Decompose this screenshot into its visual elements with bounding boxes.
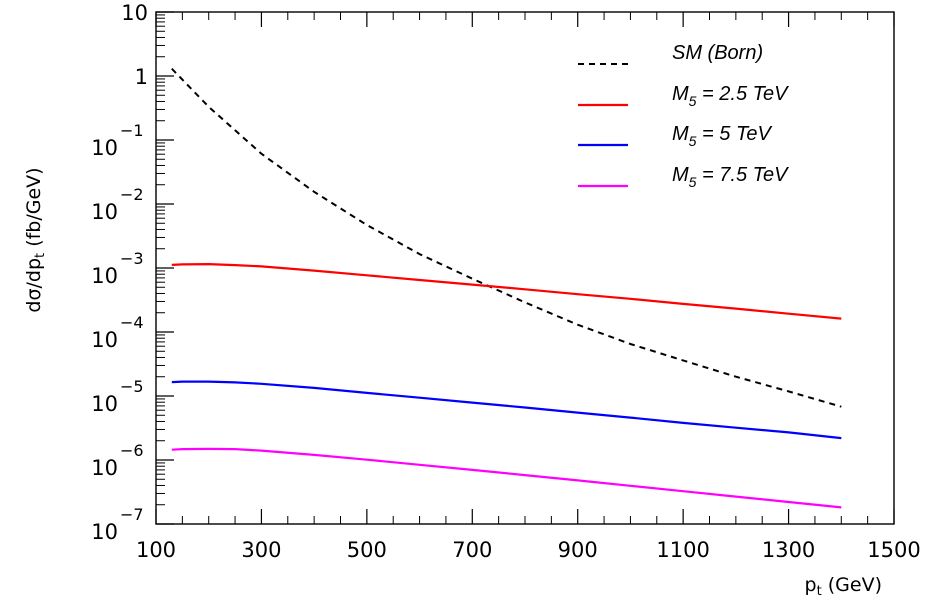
- x-tick-label: 1500: [867, 538, 920, 562]
- x-tick-label: 1300: [762, 538, 815, 562]
- x-tick-label: 700: [452, 538, 492, 562]
- y-tick-exponent: −7: [120, 505, 144, 524]
- y-tick-label: 10: [91, 520, 118, 544]
- legend-label-1: M5 = 2.5 TeV: [672, 83, 789, 109]
- y-tick-exponent: −1: [120, 121, 144, 140]
- y-tick-label: 10: [91, 200, 118, 224]
- y-tick-label: 10: [91, 392, 118, 416]
- y-tick-label: 10: [91, 136, 118, 160]
- series-line-3: [171, 447, 842, 509]
- y-tick-label: 10: [91, 328, 118, 352]
- legend-label-0: SM (Born): [672, 42, 763, 64]
- legend-label-2: M5 = 5 TeV: [672, 123, 772, 149]
- legend: SM (Born) M5 = 2.5 TeV M5 = 5 TeV M5 = 7.5 …: [578, 42, 789, 190]
- y-tick-exponent: −5: [120, 377, 144, 396]
- series-line-0: [171, 68, 842, 408]
- major-ticks: [155, 11, 895, 525]
- x-tick-label: 900: [558, 538, 598, 562]
- series-line-1: [171, 262, 842, 320]
- x-tick-label: 1100: [656, 538, 709, 562]
- legend-label-3: M5 = 7.5 TeV: [672, 164, 789, 190]
- y-tick-label: 10: [91, 264, 118, 288]
- y-tick-label: 10: [121, 1, 148, 25]
- y-tick-label: 1: [135, 65, 148, 89]
- y-tick-exponent: −3: [120, 249, 144, 268]
- series-lines: [171, 68, 842, 509]
- y-tick-exponent: −6: [120, 441, 144, 460]
- series-line-2: [171, 380, 842, 440]
- x-tick-labels: 100 300 500 700 900 1100 1300 1500: [136, 538, 921, 562]
- x-axis-title: pt (GeV): [805, 574, 882, 599]
- y-axis-title: dσ/dpt (fb/GeV): [23, 167, 48, 312]
- y-tick-label: 10: [91, 456, 118, 480]
- y-tick-exponent: −2: [120, 185, 144, 204]
- minor-ticks: [156, 12, 869, 524]
- x-tick-label: 100: [136, 538, 176, 562]
- x-tick-label: 300: [241, 538, 281, 562]
- y-tick-exponent: −4: [120, 313, 144, 332]
- x-tick-label: 500: [347, 538, 387, 562]
